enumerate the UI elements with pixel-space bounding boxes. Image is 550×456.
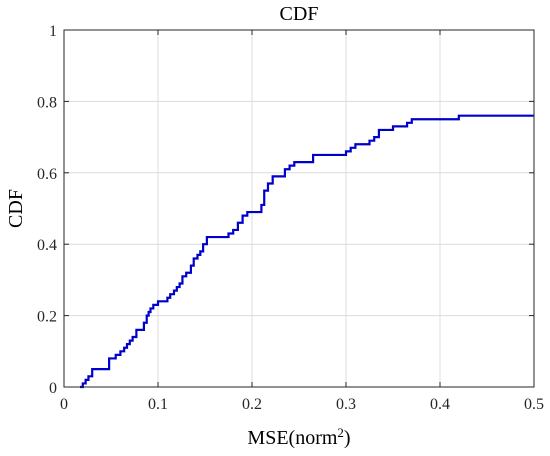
y-tick-label: 0.2 <box>37 309 57 326</box>
x-tick-label: 0.2 <box>242 396 262 413</box>
chart-title: CDF <box>280 3 319 25</box>
series-layer <box>79 114 534 389</box>
y-tick-label: 0.6 <box>37 166 57 183</box>
y-tick-label: 1 <box>49 23 57 40</box>
y-tick-label: 0.4 <box>37 237 57 254</box>
cdf-series-line <box>79 114 534 389</box>
axes-box <box>63 29 535 388</box>
grid <box>63 29 535 388</box>
x-axis-label-suffix: ) <box>344 427 351 449</box>
x-tick-label: 0.4 <box>430 396 450 413</box>
x-tick-label: 0.5 <box>524 396 544 413</box>
y-tick-label: 0 <box>49 380 57 397</box>
x-tick-label: 0.1 <box>148 396 168 413</box>
x-axis-label-main: MSE(norm <box>247 427 337 449</box>
x-tick-label: 0 <box>60 396 68 413</box>
y-tick-label: 0.8 <box>37 94 57 111</box>
ticks: 0 0.1 0.2 0.3 0.4 0.5 0 0.2 0.4 0.6 0.8 1 <box>37 23 544 413</box>
y-axis-label: CDF <box>5 189 27 228</box>
x-axis-label-superscript: 2 <box>337 425 344 440</box>
x-tick-label: 0.3 <box>336 396 356 413</box>
x-axis-label: MSE(norm2) <box>247 425 350 450</box>
